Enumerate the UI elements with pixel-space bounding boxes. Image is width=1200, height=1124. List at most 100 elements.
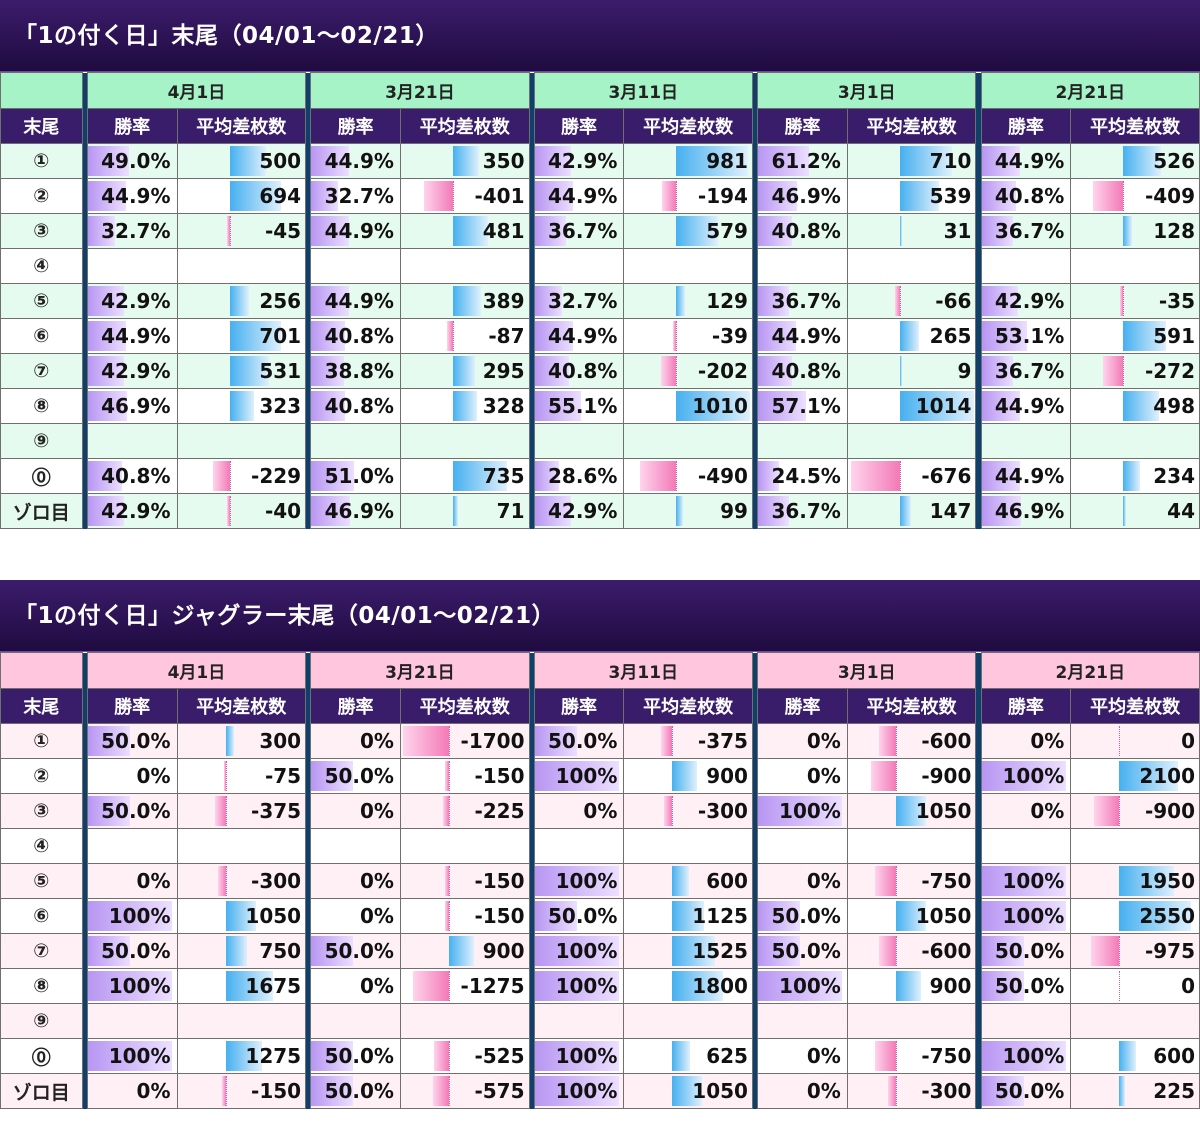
column-separator — [81, 143, 88, 179]
win-rate-value: 100% — [108, 974, 171, 998]
win-rate-bar — [88, 901, 172, 931]
win-rate-cell: 44.9% — [86, 318, 178, 354]
win-rate-value: 46.9% — [994, 499, 1065, 523]
win-rate-bar — [758, 181, 798, 211]
win-rate-value: 38.8% — [324, 359, 394, 383]
positive-diff-bar — [676, 286, 686, 316]
win-rate-bar — [758, 461, 780, 491]
zero-axis-line — [672, 796, 674, 826]
win-rate-cell — [86, 248, 178, 284]
column-separator — [81, 793, 88, 829]
win-rate-value: 49.0% — [101, 149, 171, 173]
avg-diff-value: 500 — [259, 149, 302, 173]
avg-diff-cell: -676 — [846, 458, 977, 494]
negative-diff-bar — [850, 461, 900, 491]
win-rate-value: 55.1% — [548, 394, 618, 418]
avg-diff-value: 900 — [482, 939, 525, 963]
positive-diff-bar — [672, 761, 698, 791]
win-rate-bar — [535, 761, 619, 791]
avg-diff-cell: 1675 — [176, 968, 307, 1004]
date-header: 4月1日 — [86, 72, 307, 109]
win-rate-cell: 32.7% — [310, 178, 401, 214]
zero-axis-line — [895, 1076, 897, 1106]
win-rate-bar — [535, 1076, 619, 1106]
win-rate-bar — [311, 286, 350, 316]
column-separator — [751, 178, 759, 214]
avg-diff-value: 323 — [259, 394, 302, 418]
column-separator — [81, 863, 88, 899]
win-rate-cell: 100% — [980, 758, 1072, 794]
header-avg-diff: 平均差枚数 — [846, 688, 977, 724]
avg-diff-value: -300 — [921, 1079, 972, 1103]
table-row: ② 0% -75 50.0% -150 100% 900 0% -900 100% 2100 — [0, 758, 1200, 794]
column-separator — [975, 1038, 982, 1074]
row-label: ⑦ — [0, 933, 83, 969]
avg-diff-cell: -300 — [176, 863, 307, 899]
win-rate-bar — [88, 726, 130, 756]
column-separator — [751, 898, 759, 934]
win-rate-value: 46.9% — [324, 499, 394, 523]
win-rate-bar — [981, 356, 1013, 386]
row-label: ② — [0, 758, 83, 794]
avg-diff-value: -39 — [711, 324, 748, 348]
avg-diff-cell: 694 — [176, 178, 307, 214]
win-rate-value: 0% — [806, 764, 841, 788]
avg-diff-cell — [623, 248, 753, 284]
avg-diff-value: 1050 — [915, 904, 972, 928]
column-separator — [528, 458, 535, 494]
table-row: ⑨ — [0, 1003, 1200, 1039]
avg-diff-value: 295 — [482, 359, 525, 383]
column-separator — [528, 652, 535, 689]
avg-diff-cell — [176, 828, 307, 864]
positive-diff-bar — [672, 866, 690, 896]
column-separator — [975, 388, 982, 424]
win-rate-cell: 50.0% — [533, 898, 625, 934]
win-rate-value: 50.0% — [324, 1079, 394, 1103]
column-separator — [751, 1073, 759, 1109]
zero-axis-line — [899, 461, 901, 491]
win-rate-bar — [981, 286, 1018, 316]
win-rate-value: 40.8% — [771, 219, 841, 243]
avg-diff-value: -150 — [251, 1079, 302, 1103]
column-separator — [751, 933, 759, 969]
win-rate-bar — [758, 146, 810, 176]
positive-diff-bar — [225, 901, 256, 931]
positive-diff-bar — [1123, 496, 1127, 526]
win-rate-bar — [311, 761, 354, 791]
avg-diff-value: 0 — [1181, 729, 1195, 753]
column-separator — [81, 493, 88, 529]
negative-diff-bar — [640, 461, 677, 491]
zero-axis-line — [448, 1076, 450, 1106]
win-rate-value: 44.9% — [994, 394, 1065, 418]
positive-diff-bar — [676, 391, 751, 421]
avg-diff-value: 1525 — [692, 939, 748, 963]
positive-diff-bar — [1119, 866, 1175, 896]
positive-diff-bar — [899, 356, 902, 386]
positive-diff-bar — [452, 216, 488, 246]
positive-diff-bar — [895, 901, 926, 931]
avg-diff-cell: 481 — [399, 213, 530, 249]
win-rate-cell: 24.5% — [757, 458, 848, 494]
win-rate-value: 40.8% — [994, 184, 1065, 208]
win-rate-cell — [980, 248, 1072, 284]
avg-diff-cell: 1050 — [176, 898, 307, 934]
column-separator — [305, 423, 312, 459]
avg-diff-value: -375 — [697, 729, 748, 753]
avg-diff-cell: 9 — [846, 353, 977, 389]
positive-diff-bar — [676, 216, 719, 246]
column-separator — [975, 723, 982, 759]
win-rate-value: 28.6% — [548, 464, 618, 488]
win-rate-cell: 100% — [86, 1038, 178, 1074]
win-rate-value: 44.9% — [324, 219, 394, 243]
column-separator — [305, 353, 312, 389]
win-rate-cell: 44.9% — [310, 283, 401, 319]
win-rate-cell: 0% — [310, 793, 401, 829]
win-rate-bar — [535, 726, 577, 756]
win-rate-cell: 42.9% — [86, 283, 178, 319]
column-separator — [528, 213, 535, 249]
zero-axis-line — [895, 761, 897, 791]
positive-diff-bar — [672, 936, 716, 966]
win-rate-value: 32.7% — [324, 184, 394, 208]
avg-diff-cell: 234 — [1070, 458, 1200, 494]
win-rate-cell: 46.9% — [86, 388, 178, 424]
